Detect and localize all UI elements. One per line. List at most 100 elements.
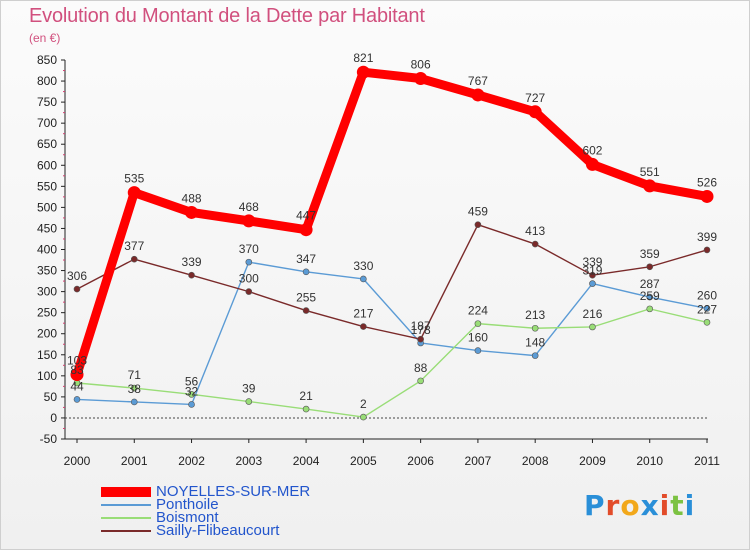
data-point [356, 65, 370, 79]
data-point [700, 189, 714, 203]
data-label: 727 [525, 91, 545, 105]
data-label: 359 [640, 247, 660, 261]
x-tick-label: 2008 [522, 454, 549, 468]
data-label: 224 [468, 304, 488, 318]
data-label: 526 [697, 175, 717, 189]
data-point [360, 413, 367, 421]
legend-label-ponthoile: Ponthoile [156, 496, 219, 513]
y-tick-label: 650 [37, 137, 57, 151]
proxiti-logo: Proxiti [584, 489, 696, 522]
data-label: 339 [182, 255, 202, 269]
y-tick-label: 400 [37, 243, 57, 257]
data-label: 806 [411, 58, 431, 72]
data-point [589, 323, 596, 331]
data-label: 377 [124, 239, 144, 253]
data-label: 227 [697, 302, 717, 316]
data-label: 160 [468, 331, 488, 345]
data-point [360, 275, 367, 283]
data-point [130, 398, 138, 406]
data-point [130, 255, 138, 263]
data-point [188, 391, 195, 398]
data-label: 255 [296, 291, 316, 305]
data-label: 148 [525, 336, 545, 350]
y-tick-label: 150 [37, 348, 57, 362]
data-label: 300 [239, 272, 259, 286]
x-tick-label: 2010 [636, 454, 663, 468]
data-label: 216 [582, 307, 602, 321]
data-point [703, 305, 711, 312]
data-label: 83 [70, 363, 84, 377]
data-point [360, 323, 367, 330]
data-label: 551 [640, 165, 660, 179]
data-point [531, 352, 539, 359]
data-label: 217 [353, 307, 373, 321]
data-label: 459 [468, 205, 488, 219]
data-label: 399 [697, 230, 717, 244]
data-label: 39 [242, 382, 256, 396]
series-line-1 [76, 261, 708, 406]
x-tick-label: 2003 [235, 454, 262, 468]
x-tick-label: 2007 [465, 454, 492, 468]
y-tick-label: 450 [37, 221, 57, 235]
y-tick-label: 200 [37, 327, 57, 341]
y-tick-label: 300 [37, 285, 57, 299]
data-point [703, 246, 711, 254]
legend-swatch-sailly [101, 529, 151, 532]
data-label: 88 [414, 361, 428, 375]
data-label: 370 [239, 242, 259, 256]
y-tick-label: 600 [37, 158, 57, 172]
y-tick-label: 100 [37, 369, 57, 383]
x-tick-label: 2000 [64, 454, 91, 468]
x-tick-label: 2002 [178, 454, 205, 468]
data-label: 259 [640, 289, 660, 303]
data-point [302, 307, 310, 314]
data-label: 488 [182, 191, 202, 205]
data-label: 38 [128, 382, 142, 396]
legend-swatch-boismont [101, 516, 151, 519]
data-point [528, 105, 542, 119]
series-line-2 [76, 308, 708, 418]
data-label: 319 [582, 264, 602, 278]
data-point [299, 223, 313, 237]
y-tick-label: 0 [50, 411, 57, 425]
data-point [127, 186, 141, 200]
data-label: 56 [185, 374, 199, 388]
data-point [589, 280, 596, 287]
data-point [302, 268, 310, 276]
data-label: 447 [296, 209, 316, 223]
data-point [185, 205, 199, 219]
x-tick-label: 2006 [407, 454, 434, 468]
chart-subtitle: (en €) [29, 31, 61, 45]
data-label: 468 [239, 200, 259, 214]
data-label: 32 [185, 384, 199, 398]
data-point [73, 285, 81, 293]
data-label: 21 [299, 389, 313, 403]
data-point [417, 335, 424, 343]
data-point [531, 240, 539, 248]
data-point [589, 271, 596, 279]
data-label: 330 [353, 259, 373, 273]
data-point [245, 288, 253, 295]
data-label: 602 [582, 143, 602, 157]
data-point [703, 319, 711, 326]
data-point [242, 214, 256, 228]
data-label: 2 [360, 397, 367, 411]
x-tick-label: 2009 [579, 454, 606, 468]
data-point [531, 324, 539, 332]
data-point [646, 293, 654, 301]
data-label: 347 [296, 252, 316, 266]
data-point [646, 305, 654, 313]
data-label: 44 [70, 379, 84, 393]
y-tick-label: 850 [37, 53, 57, 67]
data-point [474, 347, 482, 354]
data-label: 187 [411, 319, 431, 333]
x-tick-label: 2011 [694, 454, 720, 468]
data-point [130, 384, 138, 392]
series-line-0 [72, 67, 712, 380]
data-point [646, 263, 654, 271]
y-tick-label: 700 [37, 116, 57, 130]
data-point [245, 258, 253, 266]
y-tick-label: 350 [37, 264, 57, 278]
